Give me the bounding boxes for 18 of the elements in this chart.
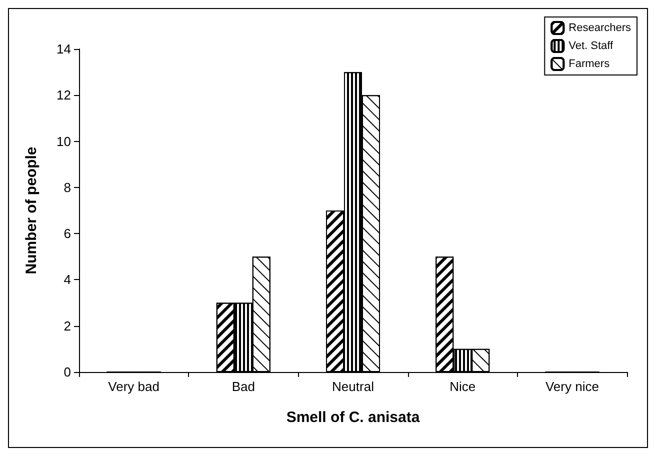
x-tick-label: Very nice (545, 379, 599, 394)
y-tick-label: 14 (56, 42, 71, 56)
x-tick-label: Nice (450, 379, 476, 394)
x-axis-title: Smell of C. anisata (286, 409, 420, 426)
y-tick-label: 6 (64, 226, 71, 242)
y-tick-label: 4 (64, 272, 71, 288)
legend-label: Researchers (568, 22, 632, 34)
y-tick-label: 10 (56, 134, 71, 149)
x-tick-label: Very bad (108, 379, 160, 394)
legend-label: Farmers (568, 58, 610, 70)
x-tick-label: Bad (232, 379, 255, 394)
y-tick-label: 2 (64, 318, 71, 334)
x-tick-label: Neutral (332, 379, 374, 394)
y-tick-label: 0 (64, 364, 71, 380)
y-tick-label: 12 (56, 88, 71, 103)
y-axis-title: Number of people (23, 146, 40, 274)
y-tick-label: 8 (64, 180, 71, 195)
legend-label: Vet. Staff (568, 40, 614, 52)
